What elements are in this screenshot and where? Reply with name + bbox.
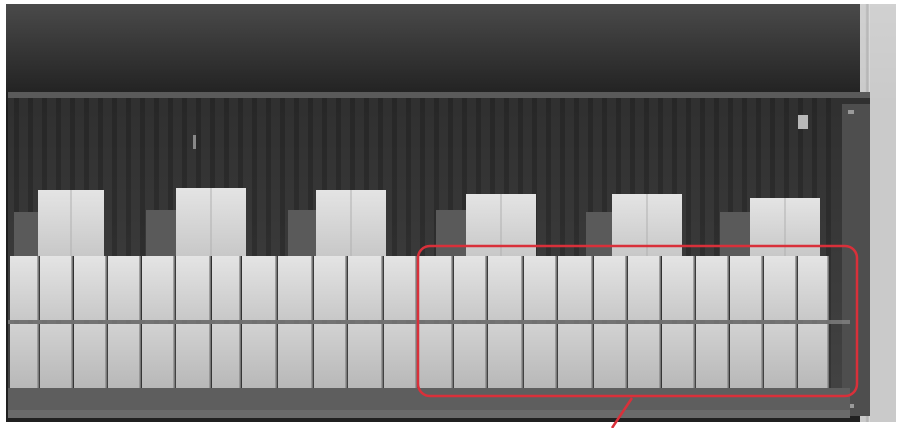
top-box: [176, 188, 246, 256]
cargo-box: [108, 324, 140, 388]
cargo-box: [730, 324, 762, 388]
cargo-box: [278, 256, 312, 320]
cargo-box: [40, 256, 72, 320]
box-tier-upper: [10, 256, 829, 320]
cargo-box: [314, 324, 346, 388]
cargo-box: [40, 324, 72, 388]
cargo-box: [242, 324, 276, 388]
cargo-box: [176, 324, 210, 388]
cargo-box: [384, 324, 416, 388]
cargo-box: [798, 324, 828, 388]
cargo-box: [558, 256, 592, 320]
cargo-box: [696, 324, 728, 388]
cargo-box: [454, 256, 486, 320]
cargo-box: [764, 324, 796, 388]
cargo-box: [10, 324, 38, 388]
cargo-box: [10, 256, 38, 320]
cargo-box: [628, 324, 660, 388]
cargo-box: [488, 256, 522, 320]
cargo-box: [594, 256, 626, 320]
cargo-box: [176, 256, 210, 320]
cargo-box: [74, 324, 106, 388]
cargo-box: [488, 324, 522, 388]
highlight-pointer: [610, 397, 634, 428]
cargo-box: [212, 324, 240, 388]
cargo-box: [74, 256, 106, 320]
cargo-box: [242, 256, 276, 320]
cargo-box: [314, 256, 346, 320]
cargo-box: [730, 256, 762, 320]
cargo-box: [764, 256, 796, 320]
cargo-box: [384, 256, 416, 320]
box-tier-lower: [10, 324, 829, 388]
cargo-box: [524, 256, 556, 320]
cargo-box: [212, 256, 240, 320]
top-box: [750, 198, 820, 256]
cargo-box: [142, 324, 174, 388]
cargo-box: [798, 256, 828, 320]
cargo-box: [696, 256, 728, 320]
top-box: [316, 190, 386, 256]
cargo-box: [278, 324, 312, 388]
cargo-box: [594, 324, 626, 388]
cargo-box: [348, 324, 382, 388]
cargo-box: [348, 256, 382, 320]
cargo-box: [524, 324, 556, 388]
cargo-box: [108, 256, 140, 320]
container-floor: [8, 388, 850, 410]
cargo-box: [662, 324, 694, 388]
cargo-box: [418, 324, 452, 388]
cargo-box: [628, 256, 660, 320]
cargo-box: [142, 256, 174, 320]
top-box: [38, 190, 104, 256]
top-row-boxes: [38, 188, 820, 256]
highlight-region: [416, 244, 859, 398]
rear-boxes: [14, 210, 750, 256]
cargo-box: [418, 256, 452, 320]
cargo-box: [662, 256, 694, 320]
cargo-box: [558, 324, 592, 388]
container-marker: [798, 115, 808, 129]
cargo-box: [454, 324, 486, 388]
